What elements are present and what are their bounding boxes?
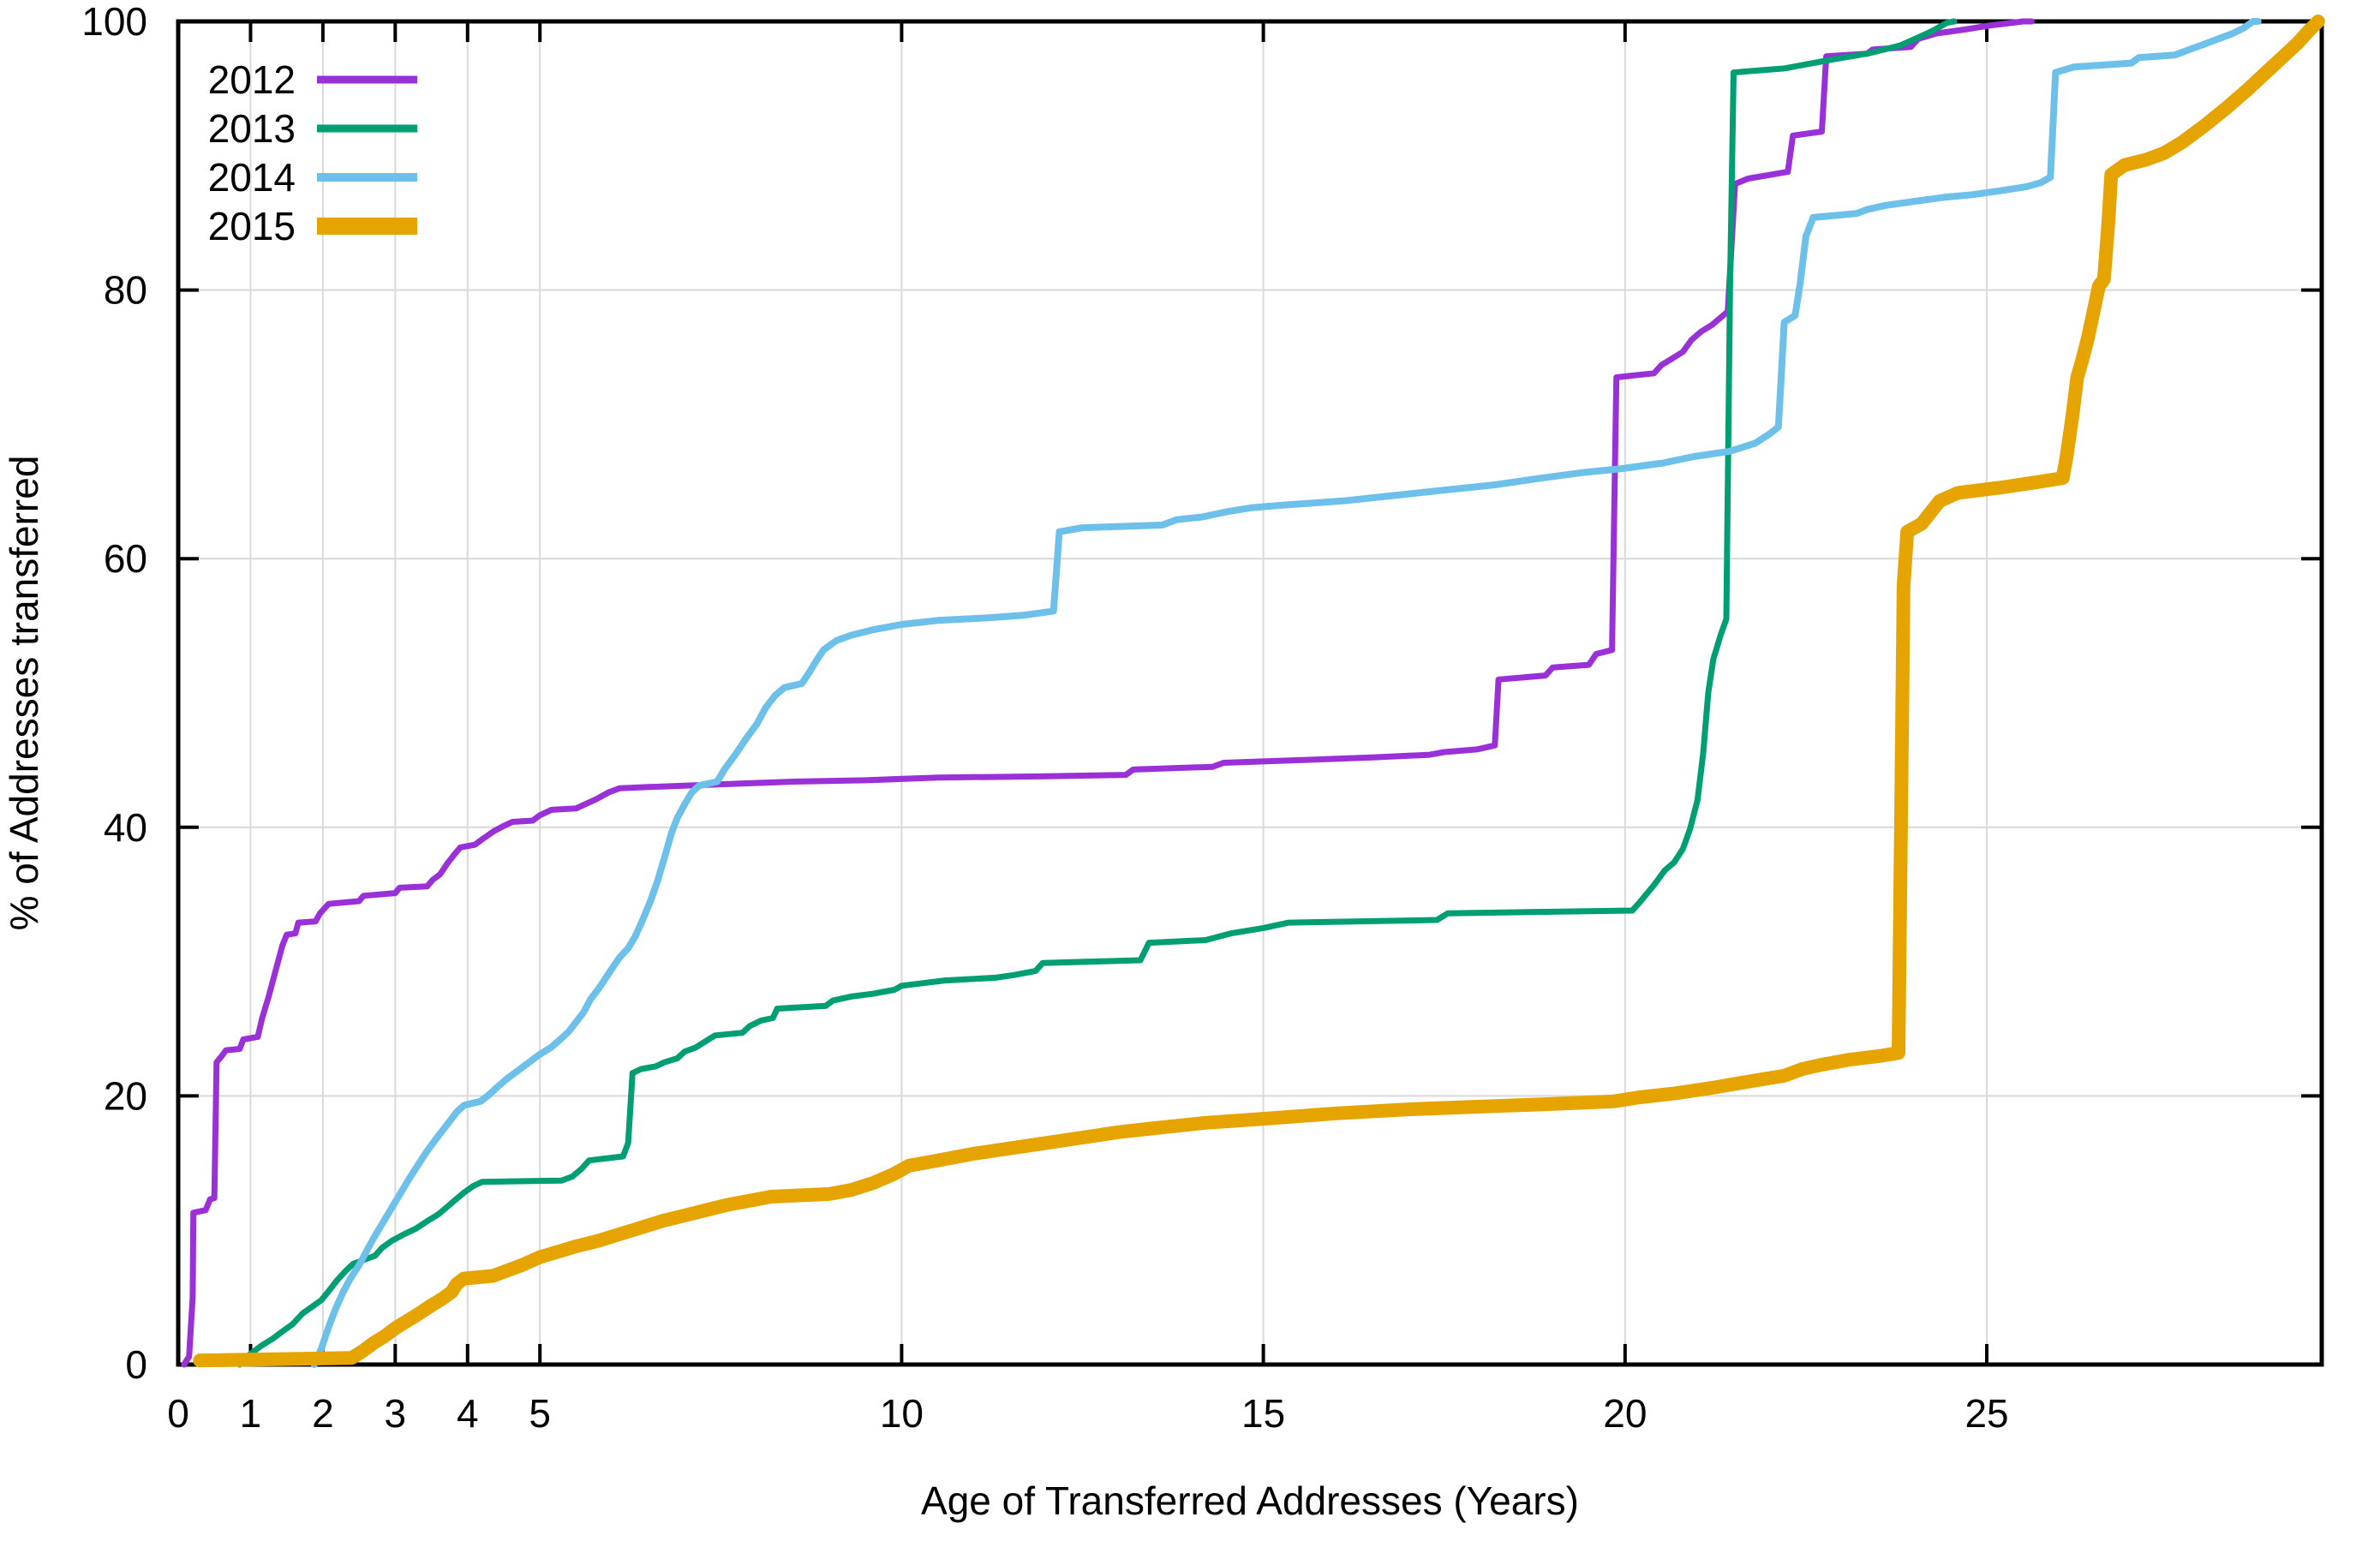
x-tick-label: 0 — [167, 1391, 189, 1436]
y-tick-label: 100 — [81, 0, 147, 44]
x-tick-label: 25 — [1964, 1391, 2008, 1436]
x-tick-label: 5 — [529, 1391, 551, 1436]
x-axis-title: Age of Transferred Addresses (Years) — [921, 1478, 1579, 1523]
x-tick-label: 10 — [880, 1391, 924, 1436]
y-tick-label: 60 — [104, 536, 147, 581]
series-line-2012 — [181, 18, 2035, 1368]
plot-border — [176, 19, 2324, 1367]
legend-item-2015: 2015 — [208, 204, 417, 248]
tick-labels: 0 1 2 3 4 5 10 15 20 25 0 20 40 60 80 100 — [81, 0, 2008, 1436]
plot-frame — [176, 19, 2324, 1367]
x-tick-label: 1 — [240, 1391, 262, 1436]
x-tick-label: 2 — [312, 1391, 334, 1436]
series-line-2015 — [193, 15, 2325, 1368]
y-tick-label: 40 — [104, 805, 147, 850]
y-tick-label: 0 — [125, 1342, 147, 1387]
legend-label: 2012 — [208, 57, 296, 102]
legend-label: 2013 — [208, 106, 296, 151]
legend-label: 2014 — [208, 155, 296, 200]
series-lines — [181, 15, 2325, 1368]
y-tick-label: 80 — [104, 268, 147, 313]
y-tick-label: 20 — [104, 1073, 147, 1118]
gridlines — [178, 21, 2322, 1365]
legend-item-2013: 2013 — [208, 106, 417, 151]
x-tick-label: 20 — [1603, 1391, 1647, 1436]
legend-label: 2015 — [208, 204, 296, 248]
legend-item-2014: 2014 — [208, 155, 417, 200]
series-line-2014 — [310, 18, 2262, 1368]
series-line-2013 — [236, 18, 1958, 1368]
y-axis-title: % of Addresses transferred — [2, 456, 46, 931]
x-tick-label: 4 — [457, 1391, 479, 1436]
legend-item-2012: 2012 — [208, 57, 417, 102]
x-tick-label: 3 — [385, 1391, 407, 1436]
x-tick-label: 15 — [1241, 1391, 1285, 1436]
